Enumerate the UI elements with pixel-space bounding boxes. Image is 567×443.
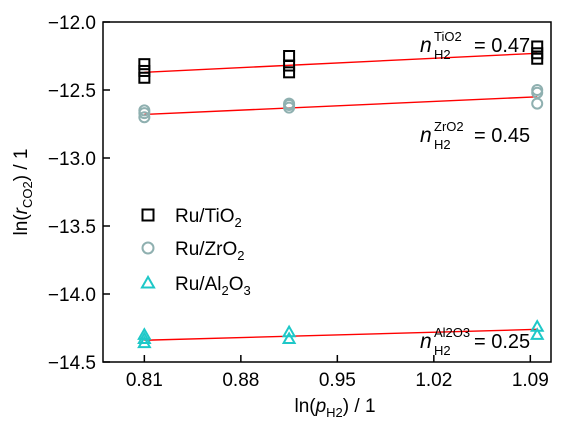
fit-line-1 <box>144 52 538 74</box>
annotation-value: = 0.45 <box>474 125 530 147</box>
marker-circle <box>283 101 296 114</box>
marker-square <box>138 71 151 84</box>
annotation-value: = 0.25 <box>474 331 530 353</box>
y-tick-label: −12.0 <box>48 13 96 34</box>
x-tick-label: 1.09 <box>512 370 549 391</box>
x-tick-label: 0.81 <box>126 370 163 391</box>
legend-marker-circle <box>141 241 155 255</box>
marker-square <box>138 58 151 71</box>
fit-annotation: n Al2O3 H2 = 0.25 <box>420 325 530 358</box>
marker-square <box>138 64 151 77</box>
fit-lines <box>144 52 538 341</box>
annotation-symbol: n <box>420 34 432 57</box>
fit-annotation: n TiO2 H2 = 0.47 <box>420 29 530 62</box>
marker-square <box>283 59 296 72</box>
legend: Ru/TiO2 Ru/ZrO2 Ru/Al2O3 <box>140 206 251 298</box>
marker-triangle <box>281 324 297 338</box>
y-tick-label: −14.0 <box>48 285 96 306</box>
marker-square <box>531 40 544 53</box>
annotation-superscript: Al2O3 <box>434 325 470 340</box>
annotation-superscript: TiO2 <box>434 29 462 44</box>
legend-label: Ru/Al2O3 <box>175 274 251 298</box>
marker-circle <box>138 107 151 120</box>
legend-marker-triangle <box>140 274 156 289</box>
plot-frame <box>102 21 552 363</box>
annotation-symbol: n <box>420 330 432 353</box>
legend-marker-square <box>141 208 155 222</box>
annotation-superscript: ZrO2 <box>434 119 464 134</box>
x-tick-label: 0.88 <box>222 370 259 391</box>
marker-square <box>283 66 296 79</box>
y-tick-label: −13.5 <box>48 217 96 238</box>
axis-ticks: 0.81 0.88 0.95 1.02 1.09 −12.0 −12.5 −13.0 −13.5… <box>48 13 549 391</box>
marker-square <box>531 52 544 65</box>
y-tick-label: −14.5 <box>48 353 96 374</box>
marker-circle <box>138 111 151 124</box>
y-tick-label: −13.0 <box>48 149 96 170</box>
x-tick-label: 0.95 <box>319 370 356 391</box>
legend-label: Ru/ZrO2 <box>175 239 245 263</box>
marker-square <box>283 50 296 62</box>
marker-triangle <box>281 331 297 345</box>
fit-line-2 <box>144 96 538 116</box>
marker-triangle <box>137 335 152 349</box>
fit-annotation: n ZrO2 H2 = 0.45 <box>420 119 530 152</box>
marker-triangle <box>137 331 152 345</box>
fit-line-3 <box>144 328 538 341</box>
annotation-value: = 0.47 <box>474 35 530 57</box>
y-axis-label: ln(rCO2) / 1 <box>11 149 35 236</box>
annotation-subscript: H2 <box>434 137 451 152</box>
data-markers <box>137 40 545 349</box>
annotation-symbol: n <box>420 124 432 147</box>
marker-circle <box>531 97 544 110</box>
marker-triangle <box>529 327 545 340</box>
legend-label: Ru/TiO2 <box>175 206 242 230</box>
annotation-subscript: H2 <box>434 343 451 358</box>
y-axis-label-group: ln(rCO2) / 1 <box>11 149 35 236</box>
annotation-subscript: H2 <box>434 47 451 62</box>
x-axis-label: ln(pH2) / 1 <box>294 396 375 420</box>
y-tick-label: −12.5 <box>48 81 96 102</box>
x-tick-label: 1.02 <box>415 370 452 391</box>
